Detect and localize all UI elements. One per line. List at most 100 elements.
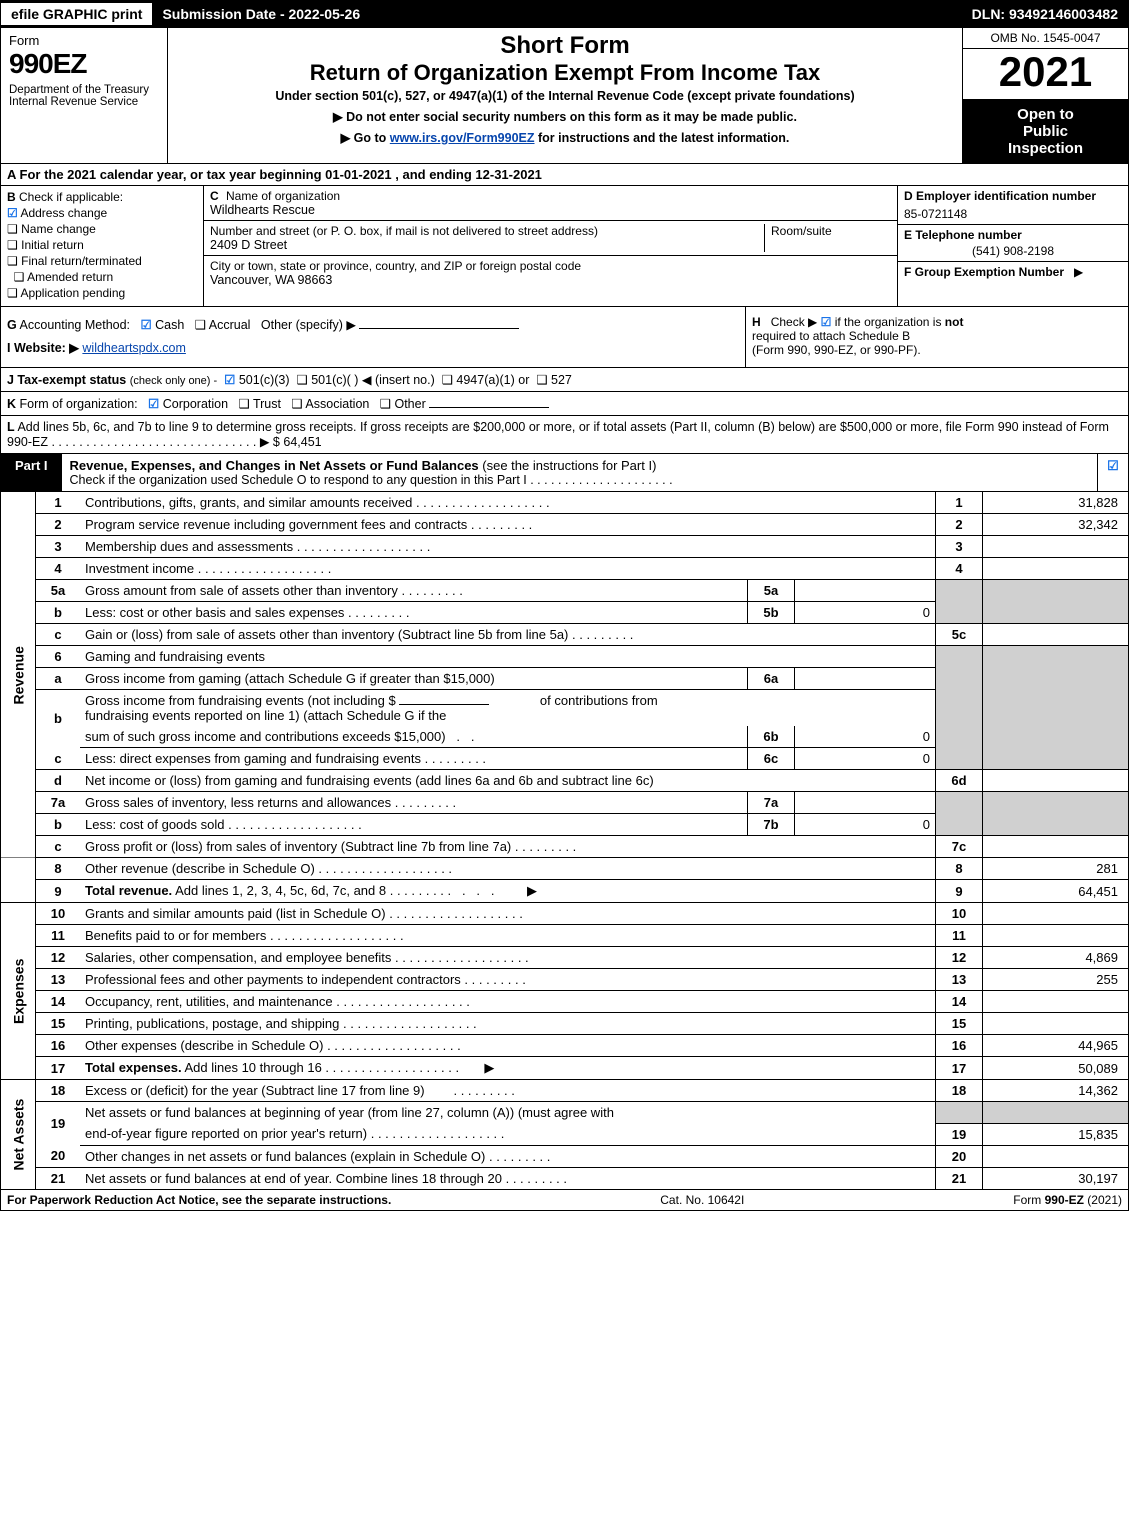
table-row: 16 Other expenses (describe in Schedule …: [1, 1035, 1129, 1057]
num-8: 8: [936, 858, 983, 880]
snv-7b: 0: [795, 814, 936, 836]
topbar: efile GRAPHIC print Submission Date - 20…: [0, 0, 1129, 28]
table-row: 9 Total revenue. Add lines 1, 2, 3, 4, 5…: [1, 880, 1129, 903]
table-row: d Net income or (loss) from gaming and f…: [1, 770, 1129, 792]
d-19b: end-of-year figure reported on prior yea…: [80, 1123, 936, 1145]
ln-9: 9: [36, 880, 81, 903]
note-goto: ▶ Go to www.irs.gov/Form990EZ for instru…: [174, 130, 956, 145]
d-6d: Net income or (loss) from gaming and fun…: [80, 770, 936, 792]
h-line3: (Form 990, 990-EZ, or 990-PF).: [752, 343, 921, 357]
open-to-public: Open to Public Inspection: [963, 100, 1128, 163]
form-number: 990EZ: [9, 48, 159, 80]
chk-501c3[interactable]: ☑: [224, 373, 235, 387]
sidebar-expenses: Expenses: [1, 903, 36, 1080]
val-17: 50,089: [983, 1057, 1129, 1080]
d-19a: Net assets or fund balances at beginning…: [80, 1102, 936, 1124]
chk-final[interactable]: ❑: [7, 254, 18, 268]
val-21: 30,197: [983, 1167, 1129, 1189]
ln-18: 18: [36, 1080, 81, 1102]
num-20: 20: [936, 1145, 983, 1167]
chk-initial[interactable]: ❑: [7, 238, 18, 252]
d-3: Membership dues and assessments: [80, 536, 936, 558]
val-3: [983, 536, 1129, 558]
street-lbl: Number and street (or P. O. box, if mail…: [210, 224, 764, 238]
d-9: Total revenue. Add lines 1, 2, 3, 4, 5c,…: [80, 880, 936, 903]
chk-corp[interactable]: ☑: [148, 397, 159, 411]
o-501c: 501(c)( ) ◀ (insert no.): [311, 373, 435, 387]
form-subtitle: Under section 501(c), 527, or 4947(a)(1)…: [174, 89, 956, 103]
chk-h[interactable]: ☑: [821, 315, 832, 329]
sidebar-gap1: [1, 858, 36, 903]
snv-6a: [795, 668, 936, 690]
chk-527[interactable]: ❑: [536, 373, 547, 387]
website-link[interactable]: wildheartspdx.com: [82, 341, 186, 355]
ln-5c: c: [36, 624, 81, 646]
chk-name-change[interactable]: ❑: [7, 222, 18, 236]
page-footer: For Paperwork Reduction Act Notice, see …: [0, 1190, 1129, 1211]
ln-13: 13: [36, 969, 81, 991]
part-i-checkbox[interactable]: ☑: [1097, 454, 1128, 491]
header-left: Form 990EZ Department of the Treasury In…: [1, 28, 168, 163]
val-7c: [983, 836, 1129, 858]
d-6b-bot: sum of such gross income and contributio…: [80, 726, 748, 748]
section-j: J Tax-exempt status (check only one) - ☑…: [0, 368, 1129, 392]
table-row: 8 Other revenue (describe in Schedule O)…: [1, 858, 1129, 880]
chk-assoc[interactable]: ❑: [291, 397, 302, 411]
ln-6d: d: [36, 770, 81, 792]
ln-5a: 5a: [36, 580, 81, 602]
addr-change-label: Address change: [20, 206, 107, 220]
chk-501c[interactable]: ❑: [297, 373, 308, 387]
ln-3: 3: [36, 536, 81, 558]
table-row: 7a Gross sales of inventory, less return…: [1, 792, 1129, 814]
section-l: L Add lines 5b, 6c, and 7b to line 9 to …: [0, 416, 1129, 454]
phone-val: (541) 908-2198: [904, 244, 1122, 258]
num-14: 14: [936, 991, 983, 1013]
val-1: 31,828: [983, 492, 1129, 514]
table-row: Revenue 1 Contributions, gifts, grants, …: [1, 492, 1129, 514]
ln-2: 2: [36, 514, 81, 536]
chk-4947[interactable]: ❑: [442, 373, 453, 387]
h-label: H: [752, 315, 761, 329]
chk-accrual[interactable]: ❑: [195, 318, 206, 332]
gray-5ab: [936, 580, 983, 624]
chk-cash[interactable]: ☑: [140, 318, 151, 332]
chk-pending[interactable]: ❑: [7, 286, 18, 300]
footer-r-pre: Form: [1013, 1193, 1044, 1207]
val-6d: [983, 770, 1129, 792]
chk-trust[interactable]: ❑: [239, 397, 250, 411]
street-val: 2409 D Street: [210, 238, 764, 252]
num-21: 21: [936, 1167, 983, 1189]
chk-amended[interactable]: ❑: [14, 270, 25, 284]
chk-addr-change[interactable]: ☑: [7, 206, 18, 220]
footer-mid: Cat. No. 10642I: [660, 1193, 744, 1207]
snv-7a: [795, 792, 936, 814]
d-6c: Less: direct expenses from gaming and fu…: [80, 748, 748, 770]
snl-6c: 6c: [748, 748, 795, 770]
num-15: 15: [936, 1013, 983, 1035]
ln-15: 15: [36, 1013, 81, 1035]
ln-11: 11: [36, 925, 81, 947]
part-i-titletext: Revenue, Expenses, and Changes in Net As…: [70, 458, 479, 473]
other-label: Other (specify) ▶: [261, 318, 356, 332]
lines-table: Revenue 1 Contributions, gifts, grants, …: [0, 492, 1129, 1190]
num-18: 18: [936, 1080, 983, 1102]
irs-link[interactable]: www.irs.gov/Form990EZ: [390, 131, 535, 145]
snl-5b: 5b: [748, 602, 795, 624]
chk-kother[interactable]: ❑: [380, 397, 391, 411]
part-i-header: Part I Revenue, Expenses, and Changes in…: [0, 454, 1129, 492]
ln-7a: 7a: [36, 792, 81, 814]
table-row: 3 Membership dues and assessments 3: [1, 536, 1129, 558]
num-16: 16: [936, 1035, 983, 1057]
d-6b-top: Gross income from fundraising events (no…: [80, 690, 936, 727]
k-corp: Corporation: [163, 397, 228, 411]
num-13: 13: [936, 969, 983, 991]
d-4: Investment income: [80, 558, 936, 580]
g-text: Accounting Method:: [20, 318, 131, 332]
check-applicable: Check if applicable:: [19, 190, 123, 204]
d-14: Occupancy, rent, utilities, and maintena…: [80, 991, 936, 1013]
table-row: 14 Occupancy, rent, utilities, and maint…: [1, 991, 1129, 1013]
ln-10: 10: [36, 903, 81, 925]
ln-12: 12: [36, 947, 81, 969]
snl-5a: 5a: [748, 580, 795, 602]
table-row: 6 Gaming and fundraising events: [1, 646, 1129, 668]
